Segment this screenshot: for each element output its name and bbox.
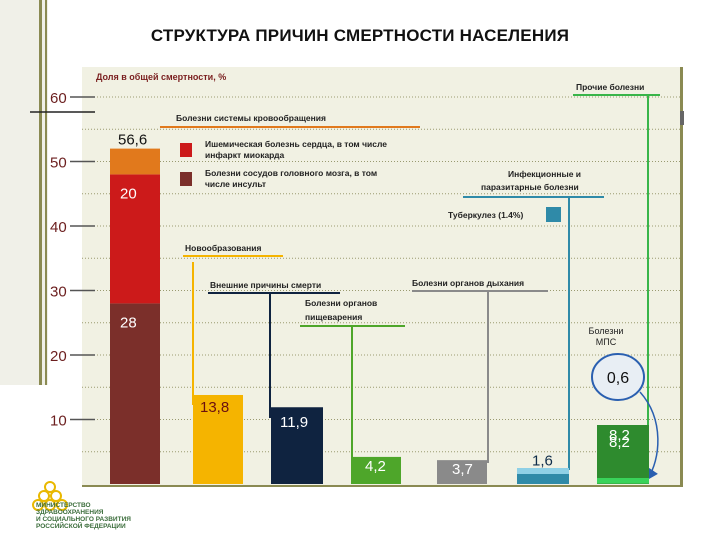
segment-label: 28	[120, 314, 137, 331]
annotation-digestive: Болезни органов	[305, 298, 377, 308]
left-decor-line	[39, 0, 42, 385]
annotation-circulatory: Болезни системы кровообращения	[176, 113, 326, 123]
logo-line: и социального развития	[36, 516, 131, 523]
annotation-other: Прочие болезни	[576, 82, 644, 92]
bar	[437, 460, 487, 484]
stack-total-label: 56,6	[118, 132, 147, 149]
y-axis-label: Доля в общей смертности, %	[96, 72, 226, 82]
left-decor-line-2	[45, 0, 47, 385]
annotation-neoplasms: Новообразования	[185, 243, 262, 253]
y-tick-label: 30	[50, 284, 67, 301]
bar	[271, 407, 323, 484]
bar-label: 3,7	[452, 461, 473, 478]
logo-circle	[56, 499, 68, 511]
annotation-cerebro: числе инсульт	[205, 179, 266, 189]
bar-8-2-box	[597, 425, 649, 480]
bar-label: 8,2	[609, 434, 630, 451]
annotation-ihd: Ишемическая болезнь сердца, в том числе	[205, 139, 387, 149]
legend-swatch-ihd	[180, 143, 192, 157]
y-tick-label: 50	[50, 155, 67, 172]
stacked-segment	[110, 303, 160, 484]
annotation-respiratory: Болезни органов дыхания	[412, 278, 524, 288]
callout-arrow	[639, 391, 659, 481]
y-tick-label: 40	[50, 219, 67, 236]
annotation-digestive: пищеварения	[305, 312, 362, 322]
callout-value: 0,6	[607, 370, 629, 387]
bar-label: 13,8	[200, 399, 229, 416]
stacked-segment	[110, 174, 160, 304]
logo-circle	[32, 499, 44, 511]
annotation-mps: МПС	[596, 337, 617, 347]
bar-1-6-cap	[517, 468, 569, 474]
right-edge-mark	[680, 111, 684, 125]
legend-swatch-tb	[546, 207, 561, 222]
logo-line: здравоохранения	[36, 509, 104, 516]
logo-circle	[44, 481, 56, 493]
logo-circle	[44, 499, 56, 511]
annotation-tb: Туберкулез (1.4%)	[448, 210, 523, 220]
annotation-mps: Болезни	[589, 326, 624, 336]
annotation-infectious: Инфекционные и	[508, 169, 581, 179]
bar	[351, 456, 401, 484]
annotation-external: Внешние причины смерти	[210, 280, 321, 290]
chart-panel	[82, 67, 680, 485]
page-title: СТРУКТУРА ПРИЧИН СМЕРТНОСТИ НАСЕЛЕНИЯ	[150, 26, 570, 45]
logo-text: Министерство здравоохранения и социально…	[36, 502, 131, 530]
bar-label: 11,9	[280, 414, 308, 431]
y-tick-label: 20	[50, 348, 67, 365]
y-tick-label: 60	[50, 90, 67, 107]
annotation-infectious: паразитарные болезни	[481, 182, 579, 192]
bar-label: 1,6	[532, 453, 553, 470]
logo-line: Министерство	[36, 502, 91, 509]
stacked-segment	[110, 148, 160, 175]
logo-line: Российской Федерации	[36, 523, 126, 530]
bar-0-6	[597, 478, 649, 483]
chart-panel-bottom-border	[82, 485, 683, 487]
bar	[517, 473, 569, 484]
bar	[193, 394, 243, 484]
y-tick-label: 10	[50, 413, 67, 430]
bar-label: 8,2	[609, 427, 630, 444]
annotation-cerebro: Болезни сосудов головного мозга, в том	[205, 168, 377, 178]
logo-circle	[50, 490, 62, 502]
logo-circle	[38, 490, 50, 502]
annotation-ihd: инфаркт миокарда	[205, 150, 285, 160]
legend-swatch-cerebro	[180, 172, 192, 186]
callout-circle	[591, 353, 645, 401]
chart-panel-border	[680, 67, 683, 487]
segment-label: 20	[120, 185, 137, 202]
bar-label: 4,2	[365, 458, 386, 475]
